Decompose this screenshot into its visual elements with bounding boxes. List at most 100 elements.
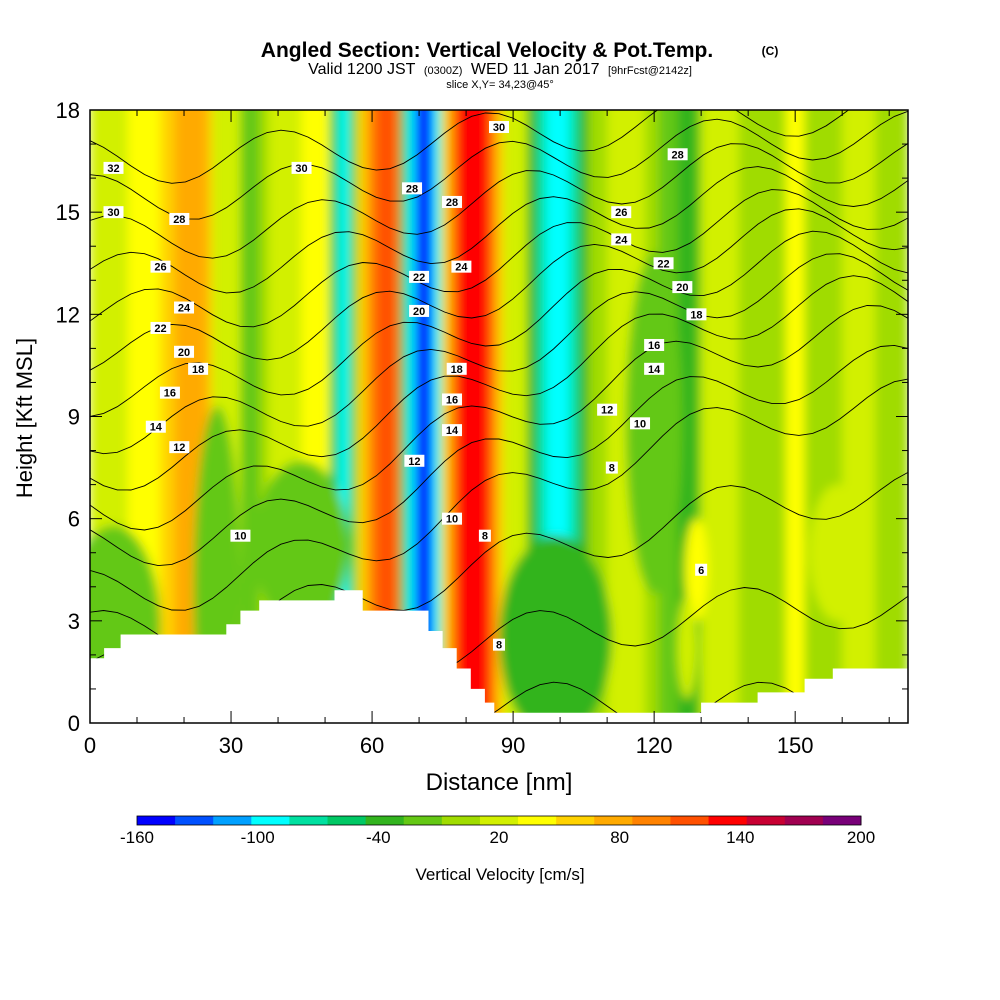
subtitle-utc: (0300Z): [424, 65, 463, 77]
theta-label-7: 28: [672, 149, 684, 161]
velocity-cell-6: [677, 596, 697, 700]
theta-label-bg-29: [404, 454, 425, 467]
x-axis-label: Distance [nm]: [426, 769, 573, 796]
slice-label: slice X,Y= 34,23@45°: [446, 79, 554, 91]
theta-label-8: 26: [154, 262, 166, 274]
theta-label-bg-23: [441, 393, 462, 406]
theta-label-bg-0: [103, 161, 124, 174]
theta-label-bg-31: [230, 529, 251, 542]
theta-label-bg-20: [446, 362, 467, 375]
colorbar-swatch-16: [746, 816, 786, 825]
theta-label-26: 14: [446, 425, 459, 437]
theta-label-3: 30: [493, 122, 505, 134]
theta-label-bg-28: [169, 441, 190, 454]
theta-label-bg-3: [489, 121, 509, 134]
theta-contour-32: [90, 110, 850, 184]
theta-label-1: 30: [107, 207, 119, 219]
theta-label-13: 22: [154, 323, 166, 335]
theta-contour-labels: 3230303028282828262624242422222220202018…: [103, 121, 708, 652]
theta-label-bg-8: [150, 260, 171, 273]
subtitle-date: WED 11 Jan 2017: [471, 61, 600, 78]
plot-area: 3230303028282828262624242422222220202018…: [90, 110, 908, 723]
theta-label-15: 22: [657, 258, 669, 270]
colorbar-swatch-0: [137, 816, 176, 825]
theta-label-32: 10: [446, 514, 458, 526]
theta-label-6: 28: [446, 197, 458, 209]
colorbar-frame: [136, 815, 862, 826]
theta-label-35: 8: [609, 463, 615, 475]
theta-label-24: 16: [648, 340, 660, 352]
theta-label-bg-35: [605, 461, 618, 474]
theta-label-bg-37: [695, 563, 708, 576]
theta-label-bg-12: [611, 233, 632, 246]
theta-label-28: 12: [173, 442, 185, 454]
theta-label-19: 18: [192, 364, 204, 376]
subtitle-line: Valid 1200 JST (0300Z) WED 11 Jan 2017 […: [308, 61, 692, 78]
theta-label-bg-36: [493, 638, 505, 651]
velocity-cell-1: [193, 406, 241, 723]
theta-label-bg-16: [174, 345, 195, 358]
theta-label-bg-24: [644, 338, 665, 351]
theta-label-bg-19: [188, 362, 209, 375]
theta-label-14: 22: [413, 272, 425, 284]
y-tick-label-6: 6: [68, 507, 80, 532]
theta-label-17: 20: [413, 306, 425, 318]
velocity-cell-7: [809, 484, 866, 621]
theta-contour-24: [90, 189, 908, 328]
colorbar-label: Vertical Velocity [cm/s]: [415, 865, 584, 884]
velocity-band-30: [842, 110, 876, 723]
velocity-band-29: [785, 110, 805, 723]
colorbar-tick-200: 200: [847, 828, 875, 847]
theta-label-21: 18: [690, 309, 702, 321]
colorbar-swatch-11: [556, 816, 595, 825]
theta-contour-16: [90, 275, 908, 491]
theta-label-bg-25: [145, 420, 166, 433]
theta-label-bg-15: [653, 257, 674, 270]
theta-label-bg-9: [611, 206, 632, 219]
theta-label-bg-1: [103, 206, 124, 219]
y-tick-label-3: 3: [68, 609, 80, 634]
theta-contour-18: [90, 253, 908, 455]
theta-label-bg-26: [441, 424, 462, 437]
theta-contour-20: [90, 230, 908, 417]
colorbar-swatch-9: [479, 816, 519, 825]
colorbar-swatch-10: [518, 816, 557, 825]
theta-label-16: 20: [178, 347, 190, 359]
theta-contour-10: [90, 378, 908, 611]
y-tick-label-0: 0: [68, 711, 80, 736]
velocity-cell-3: [499, 535, 612, 723]
colorbar-swatch-18: [822, 816, 862, 825]
colorbar-swatch-15: [708, 816, 748, 825]
theta-label-bg-11: [451, 260, 472, 273]
colorbar-swatch-5: [327, 816, 367, 825]
theta-label-bg-17: [409, 304, 430, 317]
axes: 0 30 60 90 120 150 0 3 6 9 12 15 18: [56, 98, 908, 758]
theta-label-bg-21: [686, 308, 707, 321]
y-tick-label-15: 15: [56, 200, 80, 225]
theta-label-37: 6: [698, 565, 704, 577]
colorbar-tick--40: -40: [366, 828, 391, 847]
colorbar-swatch-1: [175, 816, 214, 825]
theta-label-25: 14: [150, 422, 163, 434]
theta-label-36: 8: [496, 640, 502, 652]
velocity-band-20: [456, 110, 490, 723]
y-axis-label: Height [Kft MSL]: [12, 338, 37, 498]
theta-label-bg-18: [672, 281, 693, 294]
terrain: [90, 590, 908, 723]
theta-label-bg-13: [150, 321, 171, 334]
y-tick-label-12: 12: [56, 302, 80, 327]
x-tick-label-120: 120: [636, 733, 673, 758]
terrain-mask: [90, 590, 908, 723]
title-unit: (C): [762, 44, 779, 58]
theta-label-2: 30: [295, 163, 307, 175]
theta-label-bg-14: [409, 270, 430, 283]
colorbar-swatch-17: [784, 816, 824, 825]
theta-label-27: 14: [648, 364, 661, 376]
colorbar-tick--100: -100: [241, 828, 275, 847]
theta-contours: [90, 110, 908, 723]
theta-label-bg-2: [291, 161, 312, 174]
colorbar-swatch-8: [441, 816, 481, 825]
theta-label-bg-22: [159, 386, 180, 399]
theta-label-bg-7: [667, 148, 688, 161]
